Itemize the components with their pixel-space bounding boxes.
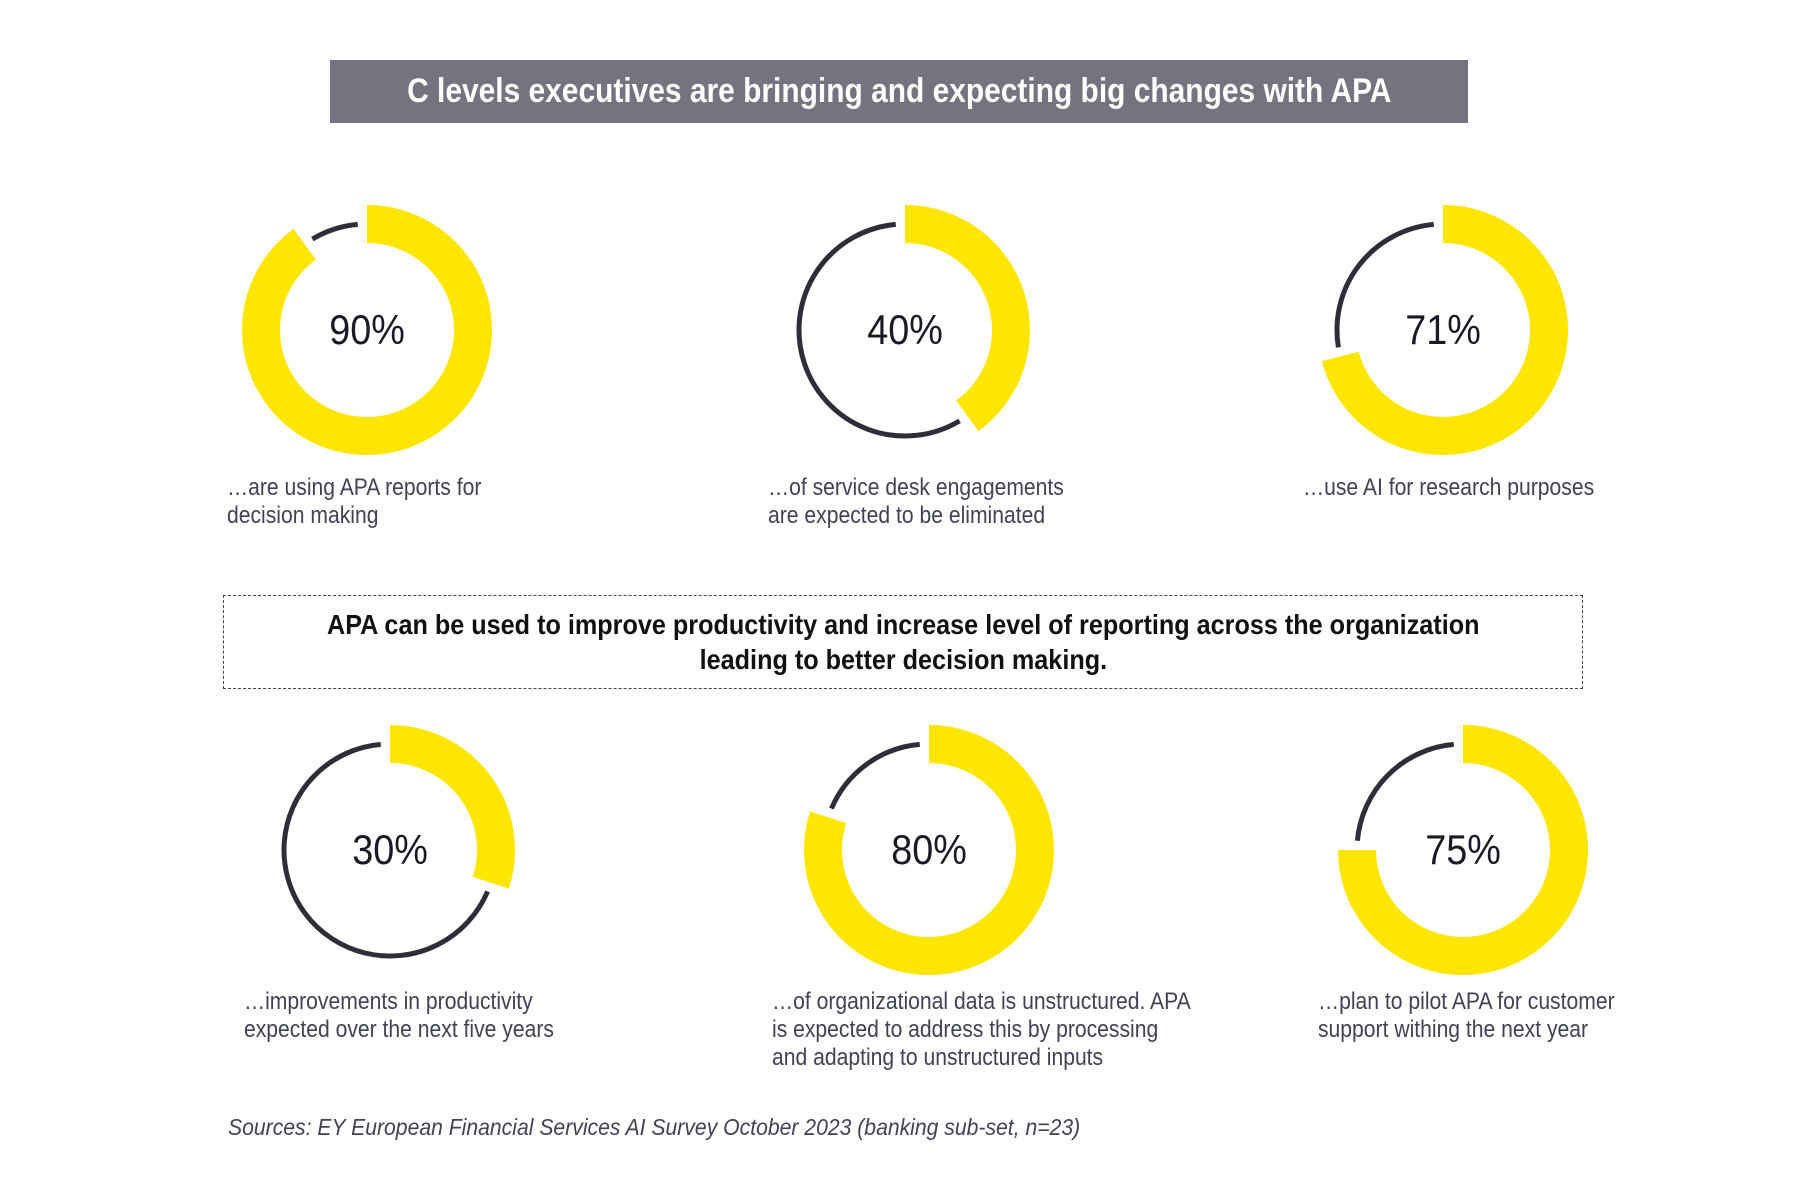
- callout-line-1: APA can be used to improve productivity …: [326, 609, 1480, 640]
- percent-label: 75%: [1425, 826, 1501, 873]
- donut-caption-apa-reports: …are using APA reports for decision maki…: [227, 474, 482, 529]
- donut-caption-service-desk: …of service desk engagements are expecte…: [768, 474, 1064, 529]
- page-title: C levels executives are bringing and exp…: [406, 72, 1392, 110]
- donut-chart-unstructured-data: 80%: [799, 720, 1059, 980]
- source-note: Sources: EY European Financial Services …: [228, 1114, 1081, 1140]
- donut-caption-unstructured-data: …of organizational data is unstructured.…: [772, 988, 1191, 1071]
- title-bar: C levels executives are bringing and exp…: [330, 60, 1468, 123]
- donut-chart-ai-research: 71%: [1313, 200, 1573, 460]
- donut-chart-apa-reports: 90%: [237, 200, 497, 460]
- donut-caption-ai-research: …use AI for research purposes: [1303, 474, 1595, 501]
- percent-label: 90%: [329, 306, 405, 353]
- percent-label: 80%: [891, 826, 967, 873]
- donut-caption-productivity: …improvements in productivity expected o…: [244, 988, 554, 1043]
- percent-label: 71%: [1405, 306, 1481, 353]
- callout-line-2: leading to better decision making.: [699, 644, 1107, 675]
- donut-caption-customer-support: …plan to pilot APA for customer support …: [1318, 988, 1615, 1043]
- percent-label: 30%: [352, 826, 428, 873]
- percent-label: 40%: [867, 306, 943, 353]
- donut-chart-productivity: 30%: [260, 720, 520, 980]
- donut-chart-customer-support: 75%: [1333, 720, 1593, 980]
- callout-box: APA can be used to improve productivity …: [223, 595, 1583, 689]
- donut-chart-service-desk: 40%: [775, 200, 1035, 460]
